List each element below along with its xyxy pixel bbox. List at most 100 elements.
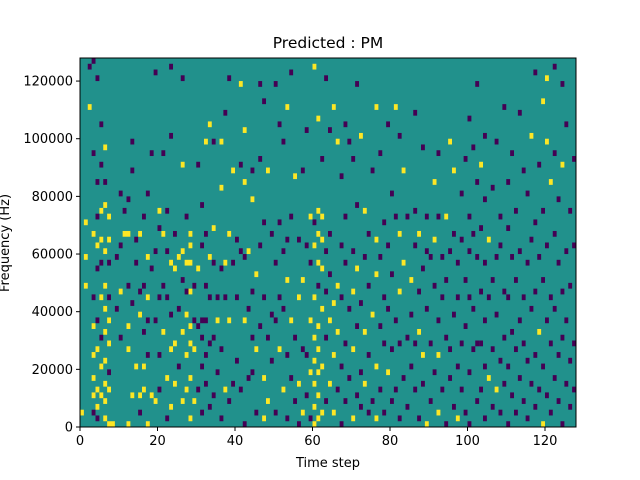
x-tick-label: 120 (533, 434, 558, 449)
heatmap-cell (506, 225, 511, 231)
heatmap-cell (393, 386, 398, 393)
heatmap-cell (525, 415, 530, 422)
heatmap-cell (324, 288, 329, 295)
heatmap-cell (351, 156, 356, 162)
heatmap-cell (362, 254, 367, 260)
heatmap-cell (227, 398, 232, 404)
heatmap-cell (320, 305, 325, 312)
heatmap-cell (564, 121, 569, 128)
heatmap-cell (483, 317, 487, 324)
heatmap-cell (300, 167, 305, 174)
heatmap-cell (444, 213, 449, 220)
heatmap-cell (176, 305, 181, 312)
heatmap-cell (370, 311, 375, 318)
heatmap-cell (200, 202, 205, 208)
heatmap-cell (145, 421, 150, 427)
heatmap-cell (556, 196, 561, 203)
heatmap-cell (440, 294, 445, 301)
heatmap-cell (169, 63, 174, 70)
heatmap-cell (242, 317, 247, 324)
heatmap-cell (494, 386, 499, 393)
heatmap-cell (184, 386, 189, 393)
heatmap-cell (204, 230, 208, 237)
heatmap-cell (483, 415, 487, 422)
heatmap-cell (440, 254, 445, 260)
heatmap-cell (184, 288, 189, 295)
heatmap-cell (173, 230, 177, 237)
heatmap-cell (556, 398, 561, 404)
heatmap-cell (126, 196, 131, 203)
heatmap-cell (95, 75, 100, 82)
heatmap-cell (483, 363, 487, 370)
heatmap-cell (188, 242, 193, 249)
y-axis-ticks: 0 20000 40000 60000 80000 100000 120000 (23, 75, 80, 436)
heatmap-cell (463, 156, 468, 162)
heatmap-cell (436, 352, 441, 358)
heatmap-cell (95, 242, 100, 249)
heatmap-cell (452, 167, 456, 174)
heatmap-cell (204, 317, 208, 324)
heatmap-cell (374, 271, 379, 278)
heatmap-cell (235, 236, 239, 243)
heatmap-cell (289, 375, 294, 381)
heatmap-cell (308, 415, 313, 422)
heatmap-cell (459, 236, 464, 243)
heatmap-cell (316, 369, 321, 376)
heatmap-cell (428, 254, 433, 260)
heatmap-cell (560, 81, 565, 87)
heatmap-cell (250, 334, 255, 341)
heatmap-cell (173, 340, 177, 347)
heatmap-cell (351, 415, 356, 422)
heatmap-cell (258, 81, 263, 87)
heatmap-cell (564, 380, 569, 387)
heatmap-cell (359, 403, 363, 410)
heatmap-cell (339, 173, 344, 180)
heatmap-cell (459, 340, 464, 347)
heatmap-cell (107, 213, 112, 220)
heatmap-cell (297, 421, 301, 427)
heatmap-cell (382, 340, 387, 347)
x-tick-label: 80 (382, 434, 399, 449)
heatmap-background (80, 58, 576, 427)
heatmap-cell (238, 386, 243, 393)
heatmap-cell (510, 328, 515, 335)
heatmap-cell (471, 346, 476, 353)
heatmap-cell (506, 363, 511, 370)
heatmap-cell (266, 398, 270, 404)
heatmap-cell (180, 75, 185, 82)
heatmap-cell (99, 121, 104, 128)
heatmap-cell (514, 409, 518, 416)
heatmap-cell (99, 207, 104, 214)
heatmap-cell (537, 254, 542, 260)
heatmap-cell (227, 75, 232, 82)
heatmap-cell (479, 225, 484, 231)
heatmap-cell (254, 346, 259, 353)
heatmap-cell (560, 161, 565, 168)
heatmap-cell (382, 219, 387, 226)
heatmap-cell (479, 288, 484, 295)
heatmap-cell (238, 161, 243, 168)
heatmap-cell (200, 242, 205, 249)
heatmap-cell (219, 265, 224, 272)
heatmap-cell (545, 75, 549, 82)
heatmap-cell (118, 334, 123, 341)
heatmap-cell (157, 225, 162, 231)
heatmap-cell (316, 230, 321, 237)
y-tick-label: 80000 (32, 190, 73, 205)
heatmap-cell (335, 328, 340, 335)
heatmap-cell (118, 242, 123, 249)
heatmap-cell (548, 294, 553, 301)
heatmap-cell (312, 403, 317, 410)
heatmap-cell (103, 202, 108, 208)
heatmap-cell (405, 403, 410, 410)
heatmap-cell (80, 409, 84, 416)
heatmap-cell (266, 334, 270, 341)
heatmap-cell (483, 259, 487, 266)
heatmap-cell (95, 317, 100, 324)
heatmap-cell (366, 282, 371, 289)
heatmap-cell (355, 265, 360, 272)
heatmap-cell (111, 421, 115, 427)
heatmap-cell (459, 190, 464, 197)
heatmap-cell (207, 254, 212, 260)
heatmap-cell (467, 369, 472, 376)
